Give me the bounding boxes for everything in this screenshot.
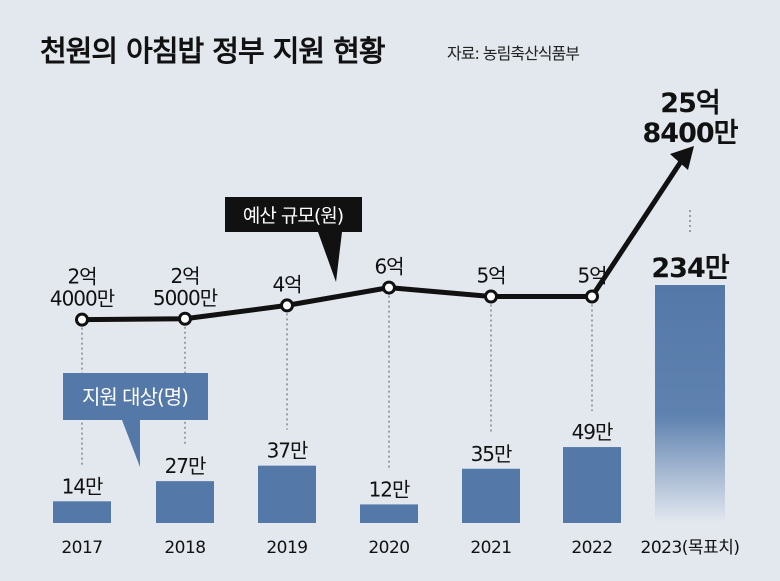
budget-label: 2억 — [67, 265, 96, 289]
bar-label: 14만 — [62, 474, 103, 498]
budget-label: 6억 — [374, 255, 403, 279]
x-tick-label: 2021 — [470, 538, 511, 558]
x-tick-label: 2019 — [266, 538, 307, 558]
budget-point — [75, 312, 89, 327]
bar-label: 49만 — [572, 420, 613, 444]
chart-title: 천원의 아침밥 정부 지원 현황 — [40, 34, 386, 68]
chart-source: 자료: 농림축산식품부 — [447, 44, 580, 63]
budget-point — [280, 298, 294, 313]
bar-label: 27만 — [165, 454, 206, 478]
callout-people-label: 지원 대상(명) — [82, 385, 188, 409]
budget-label: 5억 — [476, 264, 505, 288]
budget-label: 4억 — [272, 272, 301, 296]
bar-2020 — [360, 504, 418, 523]
x-tick-label: 2022 — [571, 538, 612, 558]
callout-budget-label: 예산 규모(원) — [243, 205, 343, 227]
bar-2021 — [462, 468, 520, 523]
budget-point — [585, 289, 599, 304]
x-tick-label: 2018 — [164, 538, 205, 558]
x-tick-label: 2017 — [61, 538, 102, 558]
x-tick-label: 2023(목표치) — [641, 538, 740, 558]
budget-point — [382, 280, 396, 295]
bar-label: 234만 — [651, 253, 729, 284]
budget-label: 25억 — [660, 88, 719, 119]
callout-budget-box — [225, 197, 362, 282]
budget-label: 5억 — [577, 264, 606, 288]
budget-label: 8400만 — [643, 118, 739, 149]
bar-label: 35만 — [471, 442, 512, 466]
budget-point — [484, 289, 498, 304]
bar-2017 — [53, 501, 111, 523]
bar-2019 — [258, 465, 316, 523]
bar-label: 37만 — [267, 439, 308, 463]
arrow-head — [670, 146, 694, 170]
x-tick-label: 2020 — [368, 538, 409, 558]
bar-2023(목표치) — [655, 285, 725, 523]
budget-label: 5000만 — [153, 286, 218, 310]
callout-people-box — [63, 373, 208, 467]
budget-label: 2억 — [170, 264, 199, 288]
bar-2022 — [563, 447, 621, 523]
budget-point — [178, 311, 192, 326]
bar-label: 12만 — [369, 477, 410, 501]
budget-label: 4000만 — [50, 287, 115, 311]
bar-2018 — [156, 481, 214, 523]
